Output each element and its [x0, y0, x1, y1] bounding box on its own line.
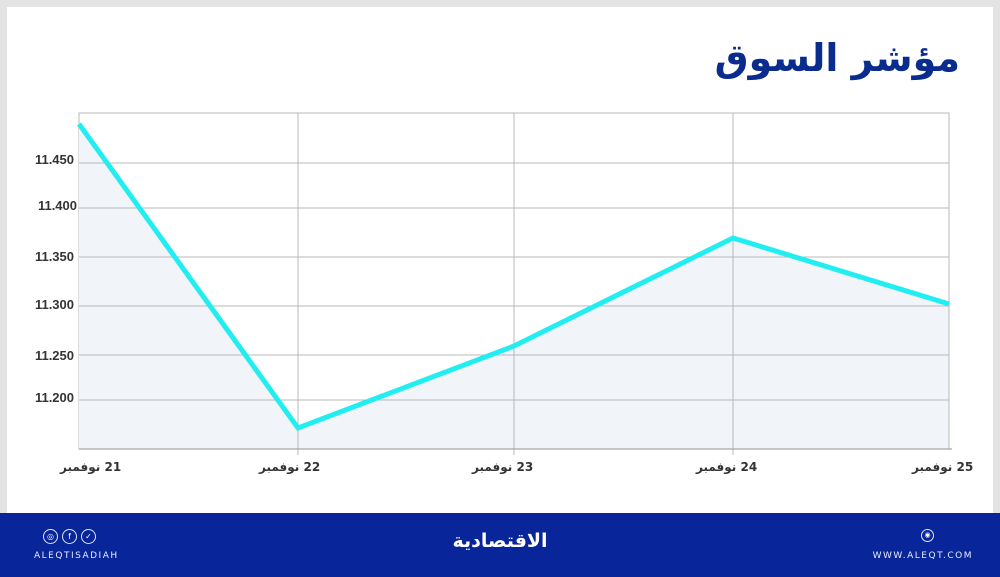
y-tick-label: 11.300 — [34, 297, 74, 312]
website-url[interactable]: WWW.ALEQT.COM — [872, 551, 973, 561]
facebook-icon[interactable]: f — [62, 529, 77, 544]
y-tick-label: 11.350 — [34, 249, 74, 264]
y-tick-label: 11.450 — [34, 152, 74, 167]
chart-title: مؤشر السوق — [714, 36, 960, 80]
brand-logo: الاقتصادية — [452, 530, 548, 552]
instagram-icon[interactable]: ◎ — [43, 529, 58, 544]
social-icons: ◎ f ✓ — [43, 529, 96, 544]
x-tick-label: 23 نوفمبر — [472, 460, 534, 474]
y-tick-label: 11.200 — [34, 390, 74, 405]
v-gridlines — [297, 113, 950, 455]
social-handle: ALEQTISADIAH — [34, 551, 119, 561]
footer-bar: ◎ f ✓ ALEQTISADIAH الاقتصادية ◉ WWW.ALEQ… — [0, 513, 1000, 577]
y-tick-label: 11.400 — [37, 198, 77, 213]
y-tick-label: 11.250 — [34, 348, 74, 363]
x-tick-label: 24 نوفمبر — [696, 460, 758, 474]
line-chart — [76, 112, 952, 455]
x-tick-label: 21 نوفمبر — [60, 460, 122, 474]
area-fill — [79, 124, 949, 449]
twitter-icon[interactable]: ✓ — [81, 529, 96, 544]
x-tick-label: 25 نوفمبر — [912, 460, 974, 474]
globe-icon: ◉ — [921, 529, 934, 542]
series-line — [76, 122, 950, 432]
x-tick-label: 22 نوفمبر — [259, 460, 321, 474]
